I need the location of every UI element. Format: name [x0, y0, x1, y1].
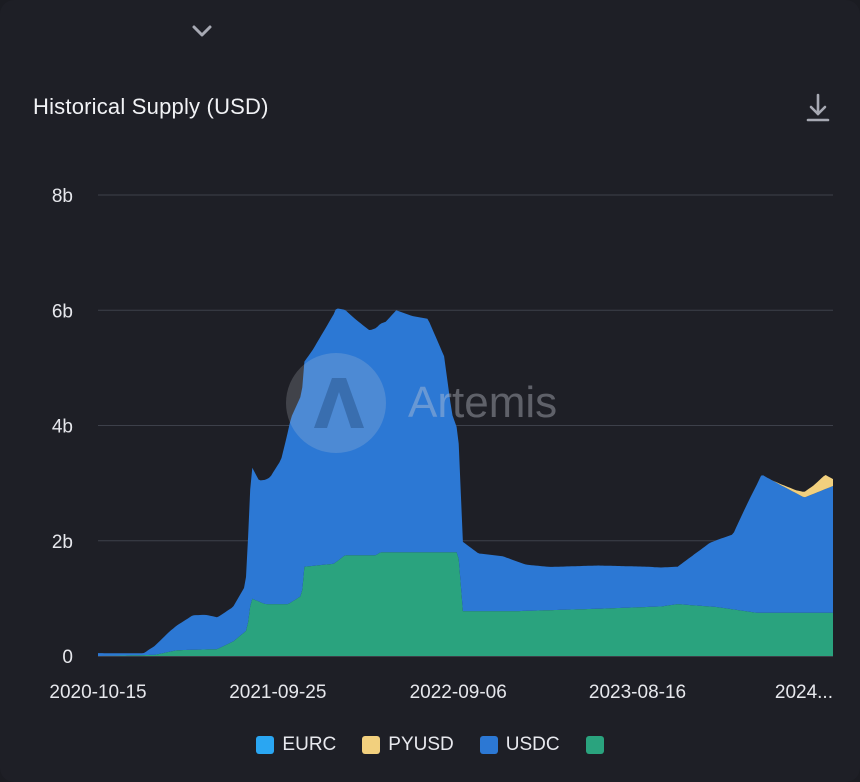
watermark: Artemis — [286, 353, 557, 453]
area-series-unnamed — [98, 552, 833, 656]
chart-title: Historical Supply (USD) — [33, 94, 269, 119]
legend-swatch — [585, 736, 604, 754]
download-icon[interactable] — [804, 92, 832, 128]
legend-swatch — [362, 736, 381, 754]
historical-supply-chart: 8b 6b 4b 2b 0 2020-10-15 2021-09-25 2022-09-06… — [49, 186, 833, 703]
legend-label: PYUSD — [388, 734, 454, 755]
legend-label: EURC — [282, 734, 337, 755]
y-tick-label: 6b — [52, 301, 73, 322]
y-tick-label: 4b — [52, 417, 73, 438]
area-series-usdc — [98, 308, 833, 656]
x-tick-label: 2024... — [775, 682, 833, 703]
y-tick-label: 2b — [52, 532, 73, 553]
legend-item-unnamed[interactable] — [585, 736, 604, 754]
legend-item-usdc[interactable]: USDC — [479, 734, 560, 756]
y-tick-label: 8b — [52, 186, 73, 207]
x-tick-label: 2020-10-15 — [49, 682, 146, 703]
legend-swatch — [256, 736, 275, 754]
chart-areas — [98, 308, 833, 656]
chart-legend: EURC PYUSD USDC — [0, 734, 860, 756]
legend-swatch — [479, 736, 498, 754]
chevron-down-icon[interactable] — [188, 20, 216, 42]
x-axis-labels: 2020-10-15 2021-09-25 2022-09-06 2023-08-16… — [49, 682, 833, 703]
watermark-text: Artemis — [408, 378, 557, 427]
legend-item-eurc[interactable]: EURC — [256, 734, 336, 756]
legend-item-pyusd[interactable]: PYUSD — [362, 734, 454, 756]
x-tick-label: 2022-09-06 — [410, 682, 507, 703]
y-axis-labels: 8b 6b 4b 2b 0 — [52, 186, 73, 668]
x-tick-label: 2021-09-25 — [229, 682, 326, 703]
artemis-logo-icon — [286, 353, 386, 453]
legend-label: USDC — [505, 734, 560, 755]
x-tick-label: 2023-08-16 — [589, 682, 686, 703]
y-tick-label: 0 — [62, 647, 73, 668]
